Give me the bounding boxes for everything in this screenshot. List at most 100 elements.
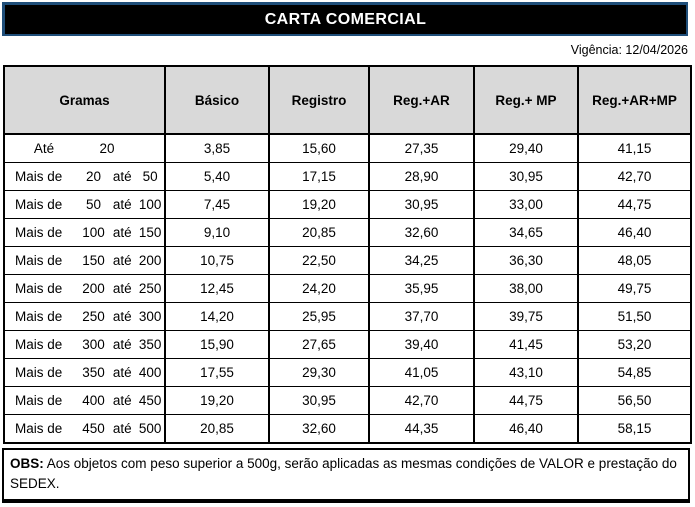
weight-range: Mais de 100 até 150	[5, 219, 164, 246]
price-reg-ar-cell: 32,60	[368, 218, 475, 247]
price-table: Gramas Básico Registro Reg.+AR Reg.+ MP …	[3, 65, 692, 444]
weight-ate-label: até	[112, 309, 132, 324]
price-registro-cell: 32,60	[268, 414, 370, 444]
weight-prefix: Mais de	[15, 393, 63, 408]
price-reg-mp-cell: 29,40	[473, 133, 579, 163]
weight-ate-label: até	[112, 337, 132, 352]
price-reg-ar-mp-cell: 53,20	[577, 330, 692, 359]
price-basico-cell: 3,85	[164, 133, 270, 163]
price-reg-mp-cell: 46,40	[473, 414, 579, 444]
weight-range: Mais de 20 até 50	[5, 163, 164, 190]
weight-to: 500	[138, 421, 162, 436]
weight-range: Mais de 400 até 450	[5, 387, 164, 414]
price-reg-ar-cell: 41,05	[368, 358, 475, 387]
weight-range: Mais de 450 até 500	[5, 415, 164, 442]
table-row: Mais de 50 até 100 7,45 19,20 30,95 33,00 44,75	[3, 190, 692, 219]
price-reg-ar-cell: 44,35	[368, 414, 475, 444]
weight-to: 150	[138, 225, 162, 240]
price-reg-mp-cell: 33,00	[473, 190, 579, 219]
obs-text: Aos objetos com peso superior a 500g, se…	[10, 456, 677, 492]
price-basico-cell: 12,45	[164, 274, 270, 303]
weight-range: Até 20	[5, 135, 164, 162]
price-basico-cell: 19,20	[164, 386, 270, 415]
price-reg-mp-cell: 39,75	[473, 302, 579, 331]
price-basico-cell: 9,10	[164, 218, 270, 247]
weight-range-cell: Até 20	[3, 133, 166, 163]
price-registro-cell: 25,95	[268, 302, 370, 331]
weight-range-cell: Mais de 150 até 200	[3, 246, 166, 275]
price-registro-cell: 27,65	[268, 330, 370, 359]
weight-range-cell: Mais de 100 até 150	[3, 218, 166, 247]
weight-range: Mais de 300 até 350	[5, 331, 164, 358]
weight-from: 350	[82, 365, 105, 380]
weight-range-cell: Mais de 250 até 300	[3, 302, 166, 331]
weight-range-cell: Mais de 200 até 250	[3, 274, 166, 303]
price-reg-mp-cell: 44,75	[473, 386, 579, 415]
weight-from: 100	[82, 225, 105, 240]
weight-from: 450	[82, 421, 105, 436]
weight-range: Mais de 200 até 250	[5, 275, 164, 302]
table-row: Mais de 450 até 500 20,85 32,60 44,35 46,40 58,1…	[3, 414, 692, 444]
weight-ate-label: até	[112, 197, 132, 212]
price-table-header: Gramas Básico Registro Reg.+AR Reg.+ MP …	[3, 65, 692, 135]
table-row: Mais de 400 até 450 19,20 30,95 42,70 44,75 56,5…	[3, 386, 692, 415]
weight-to: 100	[138, 197, 162, 212]
weight-prefix: Mais de	[15, 169, 63, 184]
weight-ate-label: até	[112, 365, 132, 380]
price-registro-cell: 24,20	[268, 274, 370, 303]
weight-to: 20	[99, 141, 115, 156]
weight-range: Mais de 350 até 400	[5, 359, 164, 386]
weight-from: 400	[82, 393, 105, 408]
weight-prefix: Mais de	[15, 253, 63, 268]
weight-range-cell: Mais de 50 até 100	[3, 190, 166, 219]
table-row: Mais de 250 até 300 14,20 25,95 37,70 39,75 51,5…	[3, 302, 692, 331]
price-reg-ar-mp-cell: 42,70	[577, 162, 692, 191]
column-header-gramas: Gramas	[3, 65, 166, 135]
weight-ate-label: até	[112, 281, 132, 296]
column-header-reg-mp: Reg.+ MP	[473, 65, 579, 135]
weight-from: 200	[82, 281, 105, 296]
price-reg-mp-cell: 43,10	[473, 358, 579, 387]
price-reg-ar-mp-cell: 48,05	[577, 246, 692, 275]
price-table-body: Até 20 3,85 15,60 27,35 29,40 41,15 Mais de 20 at…	[3, 133, 692, 444]
column-header-basico: Básico	[164, 65, 270, 135]
price-basico-cell: 20,85	[164, 414, 270, 444]
weight-to: 350	[138, 337, 162, 352]
obs-note: OBS: Aos objetos com peso superior a 500…	[2, 448, 690, 503]
price-reg-mp-cell: 36,30	[473, 246, 579, 275]
price-registro-cell: 15,60	[268, 133, 370, 163]
weight-from: 250	[82, 309, 105, 324]
price-reg-ar-mp-cell: 46,40	[577, 218, 692, 247]
weight-prefix: Mais de	[15, 337, 63, 352]
weight-from: 20	[85, 169, 101, 184]
weight-range: Mais de 250 até 300	[5, 303, 164, 330]
table-row: Até 20 3,85 15,60 27,35 29,40 41,15	[3, 133, 692, 163]
weight-range-cell: Mais de 450 até 500	[3, 414, 166, 444]
weight-prefix: Mais de	[15, 197, 63, 212]
price-reg-ar-mp-cell: 58,15	[577, 414, 692, 444]
weight-ate-label: até	[112, 169, 132, 184]
price-registro-cell: 29,30	[268, 358, 370, 387]
weight-from: 300	[82, 337, 105, 352]
price-reg-ar-mp-cell: 41,15	[577, 133, 692, 163]
price-reg-ar-cell: 34,25	[368, 246, 475, 275]
weight-to: 200	[138, 253, 162, 268]
weight-ate-label: até	[112, 225, 132, 240]
price-reg-ar-cell: 37,70	[368, 302, 475, 331]
price-reg-ar-cell: 42,70	[368, 386, 475, 415]
price-reg-ar-mp-cell: 49,75	[577, 274, 692, 303]
weight-range-cell: Mais de 350 até 400	[3, 358, 166, 387]
table-row: Mais de 200 até 250 12,45 24,20 35,95 38,00 49,7…	[3, 274, 692, 303]
weight-to: 300	[138, 309, 162, 324]
price-basico-cell: 14,20	[164, 302, 270, 331]
table-row: Mais de 100 até 150 9,10 20,85 32,60 34,65 46,40	[3, 218, 692, 247]
price-basico-cell: 17,55	[164, 358, 270, 387]
price-registro-cell: 19,20	[268, 190, 370, 219]
column-header-reg-ar: Reg.+AR	[368, 65, 475, 135]
price-basico-cell: 15,90	[164, 330, 270, 359]
price-reg-ar-cell: 30,95	[368, 190, 475, 219]
weight-range: Mais de 150 até 200	[5, 247, 164, 274]
table-row: Mais de 350 até 400 17,55 29,30 41,05 43,10 54,8…	[3, 358, 692, 387]
header-row: Gramas Básico Registro Reg.+AR Reg.+ MP …	[3, 65, 692, 135]
weight-ate-label: até	[112, 253, 132, 268]
